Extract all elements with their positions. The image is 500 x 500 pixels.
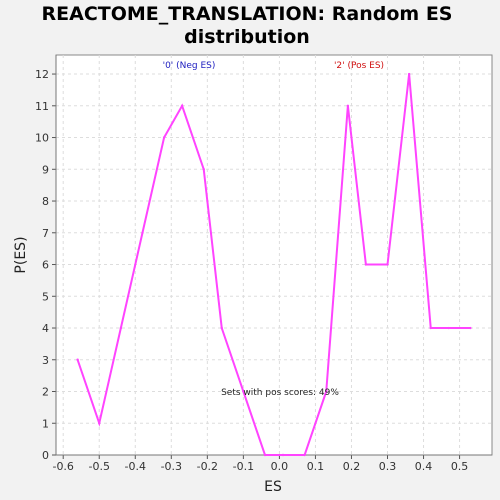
x-tick-label: -0.5: [89, 460, 110, 473]
x-tick-label: -0.1: [233, 460, 254, 473]
data-point: [162, 136, 166, 139]
data-point: [242, 390, 245, 393]
x-tick-label: 0.2: [343, 460, 361, 473]
y-tick-label: 2: [42, 386, 49, 399]
data-point: [98, 422, 101, 425]
data-point: [407, 72, 411, 76]
data-point: [76, 358, 79, 361]
data-point: [364, 263, 368, 266]
x-axis-title: ES: [264, 479, 282, 495]
grid: [56, 55, 492, 456]
x-tick-label: 0.1: [307, 460, 325, 473]
x-tick-label: 0.3: [379, 460, 397, 473]
chart-title-line-1: REACTOME_TRANSLATION: Random ES: [42, 3, 453, 25]
x-tick-label: -0.2: [197, 460, 218, 473]
x-tick-label: 0.0: [271, 460, 289, 473]
data-point: [469, 326, 472, 330]
data-point: [263, 453, 267, 457]
data-point: [447, 326, 450, 330]
y-tick-label: 6: [42, 259, 49, 272]
y-tick-label: 11: [35, 100, 49, 113]
y-tick-label: 1: [42, 417, 49, 430]
x-tick-label: -0.6: [52, 460, 73, 473]
y-tick-label: 5: [42, 290, 49, 303]
x-tick-label: 0.5: [451, 460, 469, 473]
plot-area: [55, 54, 493, 456]
chart-title-line-2: distribution: [184, 26, 310, 48]
data-point: [325, 390, 328, 393]
series-layer: [76, 72, 472, 457]
data-point: [141, 231, 144, 234]
neg-es-label: '0' (Neg ES): [163, 61, 216, 71]
y-tick-label: 12: [35, 68, 49, 81]
y-tick-label: 0: [42, 449, 49, 462]
pos-scores-annotation: Sets with pos scores: 49%: [221, 388, 339, 398]
y-tick-label: 10: [35, 132, 49, 145]
data-point: [346, 104, 350, 107]
x-tick-label: -0.3: [161, 460, 182, 473]
y-axis-title: P(ES): [13, 236, 29, 273]
y-tick-label: 9: [42, 163, 49, 176]
data-point: [386, 263, 389, 266]
y-tick-label: 8: [42, 195, 49, 208]
pos-es-label: '2' (Pos ES): [334, 61, 384, 71]
data-point: [202, 168, 205, 171]
x-tick-label: -0.4: [125, 460, 146, 473]
data-point: [180, 104, 184, 107]
data-point: [281, 453, 285, 457]
data-point: [429, 326, 432, 330]
data-point: [220, 326, 223, 330]
data-point: [303, 453, 306, 457]
x-tick-label: 0.4: [415, 460, 433, 473]
y-tick-label: 7: [42, 227, 49, 240]
axes: -0.6 -0.5 -0.4 -0.3 -0.2 -0.1 0.0 0.1 0.2 0.3 0.4 0…: [35, 55, 492, 473]
series-line: [76, 73, 471, 456]
data-point: [119, 326, 123, 330]
y-tick-label: 3: [42, 354, 49, 367]
y-tick-label: 4: [42, 322, 49, 335]
